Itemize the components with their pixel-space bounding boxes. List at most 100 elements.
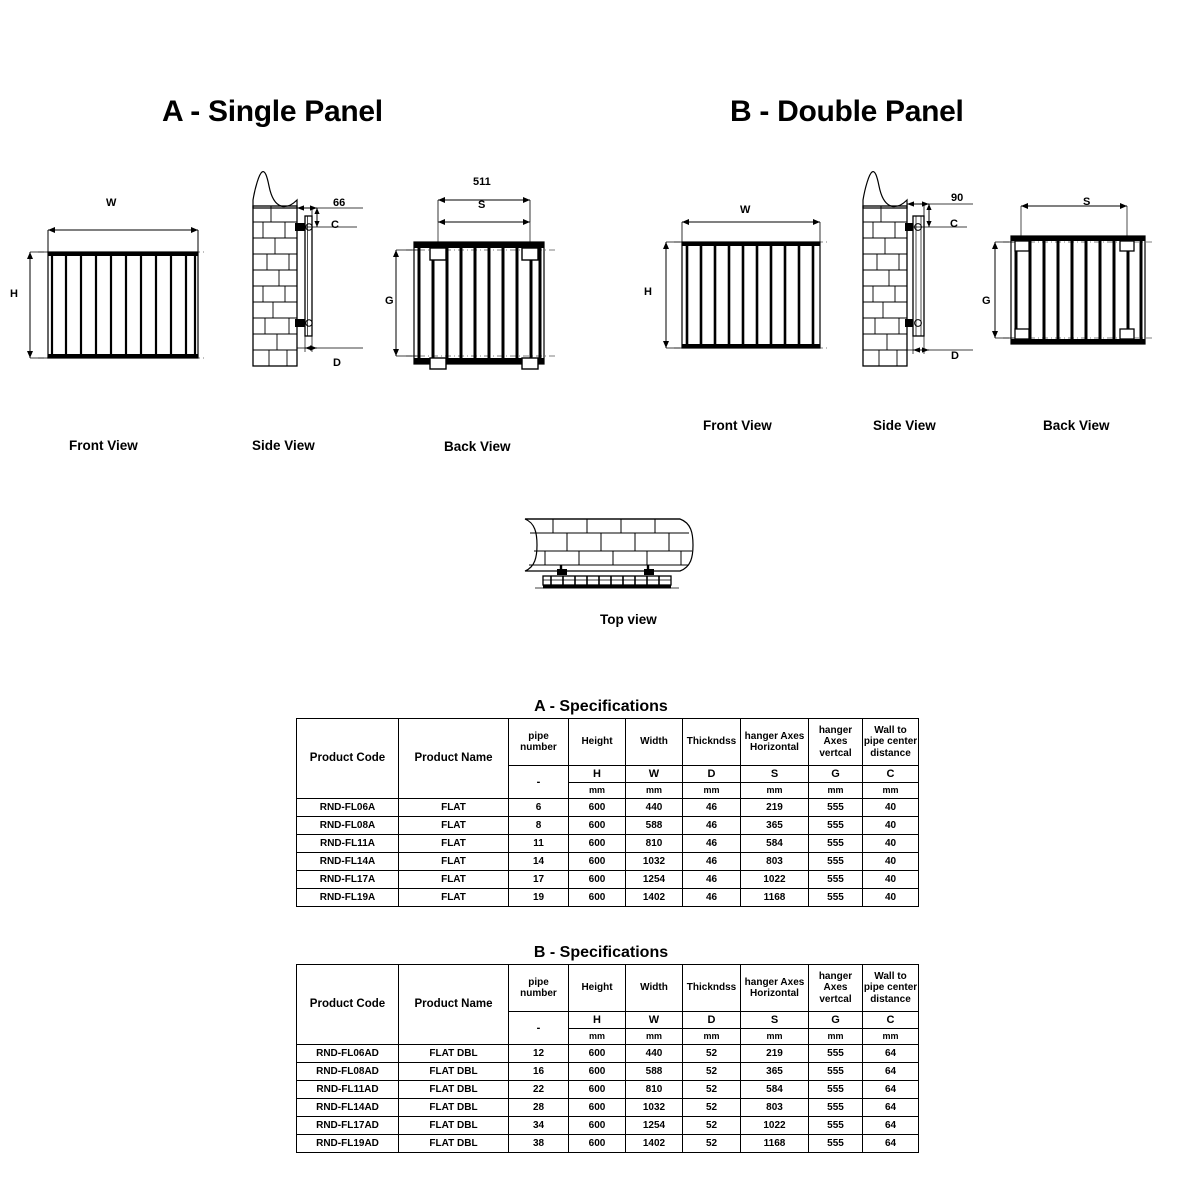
cell-pipe-number: 11	[508, 834, 569, 853]
cell-width: 1402	[625, 1134, 683, 1153]
dimension-label-a-back-s: S	[478, 199, 486, 211]
dimension-label-a-front-width: W	[106, 197, 117, 209]
cell-pipe-number: 8	[508, 816, 569, 835]
cell-height: 600	[568, 1134, 626, 1153]
cell-product-code: RND-FL19A	[296, 888, 399, 907]
cell-wall-to-pipe: 64	[862, 1098, 919, 1117]
table-row: RND-FL11AD FLAT DBL 22 600 810 52 584 55…	[296, 1080, 919, 1099]
dimension-label-b-front-height: H	[644, 286, 652, 298]
header-product-name: Product Name	[398, 718, 509, 799]
cell-wall-to-pipe: 40	[862, 852, 919, 871]
cell-hanger-v: 555	[808, 1044, 863, 1063]
symbol-pipe-number: -	[508, 1011, 569, 1045]
cell-height: 600	[568, 834, 626, 853]
cell-width: 810	[625, 834, 683, 853]
cell-pipe-number: 38	[508, 1134, 569, 1153]
cell-wall-to-pipe: 64	[862, 1080, 919, 1099]
cell-width: 1032	[625, 852, 683, 871]
cell-width: 440	[625, 1044, 683, 1063]
unit-hanger-v: mm	[808, 1028, 863, 1045]
cell-thickness: 46	[682, 816, 741, 835]
cell-product-code: RND-FL11A	[296, 834, 399, 853]
caption-b-back-view: Back View	[1043, 418, 1110, 433]
table-row: RND-FL06A FLAT 6 600 440 46 219 555 40	[296, 798, 919, 817]
cell-hanger-h: 1168	[740, 1134, 809, 1153]
cell-pipe-number: 19	[508, 888, 569, 907]
caption-b-side-view: Side View	[873, 418, 936, 433]
cell-product-code: RND-FL08A	[296, 816, 399, 835]
header-height: Height	[568, 718, 626, 766]
cell-height: 600	[568, 1080, 626, 1099]
cell-wall-to-pipe: 40	[862, 816, 919, 835]
cell-thickness: 46	[682, 798, 741, 817]
cell-product-name: FLAT	[398, 888, 509, 907]
cell-hanger-v: 555	[808, 852, 863, 871]
cell-height: 600	[568, 870, 626, 889]
cell-product-name: FLAT DBL	[398, 1116, 509, 1135]
caption-b-front-view: Front View	[703, 418, 772, 433]
cell-wall-to-pipe: 40	[862, 834, 919, 853]
panel-b-back-view-drawing	[975, 180, 1165, 380]
unit-wall-to-pipe: mm	[862, 782, 919, 799]
cell-product-name: FLAT	[398, 870, 509, 889]
unit-wall-to-pipe: mm	[862, 1028, 919, 1045]
symbol-hanger-v: G	[808, 765, 863, 783]
cell-hanger-h: 803	[740, 1098, 809, 1117]
unit-hanger-h: mm	[740, 782, 809, 799]
dimension-label-a-side-d: D	[333, 357, 341, 369]
symbol-wall-to-pipe: C	[862, 765, 919, 783]
cell-thickness: 52	[682, 1098, 741, 1117]
header-wall-to-pipe-center-distance: Wall to pipe center distance	[862, 964, 919, 1012]
unit-width: mm	[625, 782, 683, 799]
cell-hanger-v: 555	[808, 816, 863, 835]
cell-product-name: FLAT DBL	[398, 1098, 509, 1117]
unit-height: mm	[568, 782, 626, 799]
cell-width: 1402	[625, 888, 683, 907]
table-a-header-row: Product Code Product Name pipe number He…	[296, 718, 919, 799]
cell-wall-to-pipe: 64	[862, 1062, 919, 1081]
unit-width: mm	[625, 1028, 683, 1045]
dimension-label-a-side-c: C	[331, 219, 339, 231]
cell-thickness: 52	[682, 1116, 741, 1135]
symbol-pipe-number: -	[508, 765, 569, 799]
cell-wall-to-pipe: 40	[862, 870, 919, 889]
panel-a-front-view-drawing	[8, 190, 208, 380]
cell-hanger-v: 555	[808, 888, 863, 907]
cell-width: 1254	[625, 1116, 683, 1135]
dimension-label-b-front-width: W	[740, 204, 751, 216]
dimension-label-a-front-height: H	[10, 288, 18, 300]
cell-hanger-h: 584	[740, 834, 809, 853]
cell-height: 600	[568, 1098, 626, 1117]
unit-height: mm	[568, 1028, 626, 1045]
header-pipe-number: pipe number	[508, 718, 569, 766]
symbol-height: H	[568, 765, 626, 783]
cell-product-name: FLAT	[398, 852, 509, 871]
cell-width: 1254	[625, 870, 683, 889]
cell-hanger-h: 1168	[740, 888, 809, 907]
cell-product-name: FLAT	[398, 798, 509, 817]
symbol-wall-to-pipe: C	[862, 1011, 919, 1029]
header-hanger-axes-horizontal: hanger Axes Horizontal	[740, 964, 809, 1012]
dimension-label-a-back-top: 511	[473, 176, 491, 188]
dimension-label-b-side-c: C	[950, 218, 958, 230]
table-row: RND-FL19AD FLAT DBL 38 600 1402 52 1168 …	[296, 1134, 919, 1153]
table-row: RND-FL19A FLAT 19 600 1402 46 1168 555 4…	[296, 888, 919, 907]
cell-thickness: 46	[682, 852, 741, 871]
cell-product-name: FLAT DBL	[398, 1044, 509, 1063]
table-row: RND-FL17AD FLAT DBL 34 600 1254 52 1022 …	[296, 1116, 919, 1135]
symbol-thickness: D	[682, 765, 741, 783]
table-b-body: RND-FL06AD FLAT DBL 12 600 440 52 219 55…	[296, 1044, 919, 1153]
cell-thickness: 52	[682, 1044, 741, 1063]
cell-width: 1032	[625, 1098, 683, 1117]
symbol-hanger-h: S	[740, 1011, 809, 1029]
table-b-container: Product Code Product Name pipe number He…	[296, 964, 919, 1153]
caption-a-side-view: Side View	[252, 438, 315, 453]
panel-b-side-view-drawing	[855, 170, 980, 385]
cell-thickness: 46	[682, 834, 741, 853]
panel-a-side-view-drawing	[245, 170, 375, 385]
table-row: RND-FL06AD FLAT DBL 12 600 440 52 219 55…	[296, 1044, 919, 1063]
cell-product-code: RND-FL06AD	[296, 1044, 399, 1063]
cell-thickness: 46	[682, 888, 741, 907]
cell-hanger-v: 555	[808, 1062, 863, 1081]
caption-top-view: Top view	[600, 612, 657, 627]
